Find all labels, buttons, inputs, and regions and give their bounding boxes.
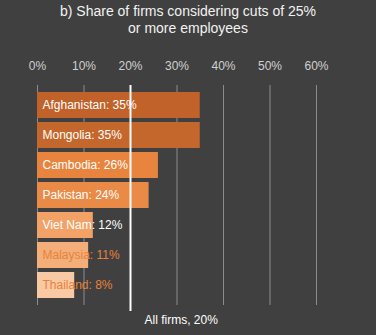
- svg-text:30%: 30%: [165, 59, 189, 73]
- svg-text:10%: 10%: [72, 59, 96, 73]
- svg-text:50%: 50%: [258, 59, 282, 73]
- svg-text:Thailand: 8%: Thailand: 8%: [43, 278, 113, 292]
- svg-text:All firms, 20%: All firms, 20%: [145, 313, 219, 327]
- svg-text:60%: 60%: [304, 59, 328, 73]
- svg-text:Mongolia: 35%: Mongolia: 35%: [43, 128, 123, 142]
- svg-text:20%: 20%: [118, 59, 142, 73]
- svg-text:Cambodia: 26%: Cambodia: 26%: [43, 158, 129, 172]
- svg-text:40%: 40%: [211, 59, 235, 73]
- svg-text:Malaysia: 11%: Malaysia: 11%: [43, 248, 120, 262]
- svg-text:Pakistan: 24%: Pakistan: 24%: [43, 188, 120, 202]
- svg-text:Viet Nam: 12%: Viet Nam: 12%: [43, 218, 123, 232]
- svg-text:0%: 0%: [29, 59, 47, 73]
- html-text:b) Share of firms considering: b) Share of firms considering cuts of 25…: [60, 3, 316, 36]
- svg-text:Afghanistan: 35%: Afghanistan: 35%: [43, 98, 137, 112]
